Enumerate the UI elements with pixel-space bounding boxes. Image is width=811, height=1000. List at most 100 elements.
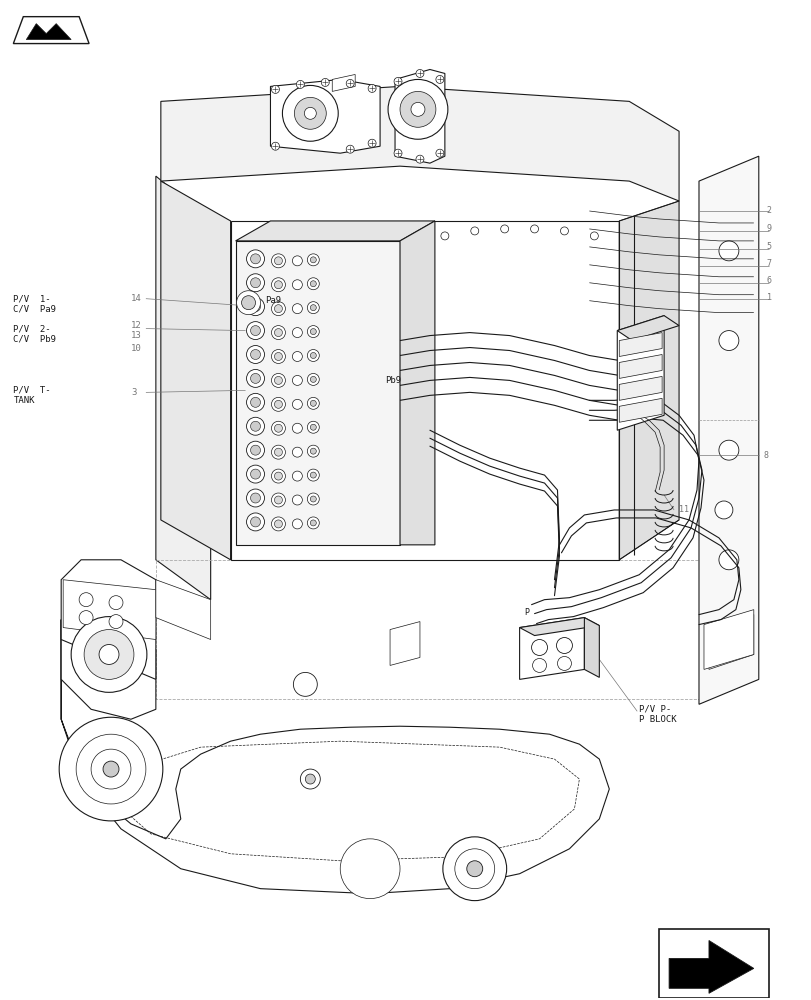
Polygon shape (619, 354, 661, 378)
Circle shape (292, 352, 302, 361)
Polygon shape (619, 376, 661, 400)
Circle shape (91, 749, 131, 789)
Circle shape (345, 79, 354, 87)
Circle shape (251, 350, 260, 359)
Polygon shape (619, 398, 661, 422)
Circle shape (247, 274, 264, 292)
Circle shape (307, 254, 319, 266)
Circle shape (470, 227, 478, 235)
Circle shape (99, 645, 119, 664)
Text: 1: 1 (766, 293, 770, 302)
Circle shape (310, 257, 316, 263)
Text: C/V  Pa9: C/V Pa9 (13, 304, 56, 313)
Circle shape (274, 520, 282, 528)
Polygon shape (400, 221, 435, 545)
Circle shape (109, 596, 122, 610)
Polygon shape (61, 620, 608, 894)
Text: 11: 11 (678, 505, 689, 514)
Circle shape (310, 305, 316, 311)
Circle shape (274, 329, 282, 337)
Circle shape (307, 493, 319, 505)
Circle shape (307, 469, 319, 481)
Text: P BLOCK: P BLOCK (638, 715, 676, 724)
Circle shape (294, 97, 326, 129)
Circle shape (271, 493, 285, 507)
Circle shape (305, 774, 315, 784)
Circle shape (590, 232, 598, 240)
Circle shape (241, 296, 255, 310)
Polygon shape (13, 17, 89, 44)
Polygon shape (61, 560, 156, 679)
Circle shape (59, 717, 163, 821)
Circle shape (292, 519, 302, 529)
Circle shape (271, 469, 285, 483)
Polygon shape (519, 618, 599, 636)
Circle shape (76, 734, 146, 804)
Circle shape (321, 78, 328, 86)
Circle shape (415, 69, 423, 77)
Circle shape (251, 469, 260, 479)
Circle shape (307, 302, 319, 314)
Circle shape (292, 447, 302, 457)
Circle shape (307, 421, 319, 433)
Text: 7: 7 (766, 259, 770, 268)
Circle shape (271, 350, 285, 363)
Circle shape (274, 400, 282, 408)
Circle shape (292, 375, 302, 385)
Polygon shape (668, 940, 753, 993)
Circle shape (251, 373, 260, 383)
Circle shape (531, 640, 547, 655)
Circle shape (247, 465, 264, 483)
Text: P: P (524, 608, 529, 617)
Circle shape (247, 393, 264, 411)
Circle shape (251, 397, 260, 407)
Circle shape (466, 861, 483, 877)
Circle shape (304, 107, 316, 119)
Text: 12: 12 (131, 321, 142, 330)
Polygon shape (235, 241, 400, 545)
Circle shape (251, 517, 260, 527)
Circle shape (557, 656, 571, 670)
Circle shape (251, 302, 260, 312)
Polygon shape (63, 580, 156, 640)
Circle shape (367, 139, 375, 147)
Text: Pb9: Pb9 (384, 376, 401, 385)
Circle shape (310, 448, 316, 454)
Circle shape (310, 424, 316, 430)
Circle shape (109, 615, 122, 629)
Polygon shape (26, 24, 71, 40)
Polygon shape (230, 221, 619, 560)
Circle shape (292, 471, 302, 481)
Text: P/V  1-: P/V 1- (13, 294, 51, 303)
Polygon shape (619, 201, 678, 560)
Circle shape (247, 250, 264, 268)
Polygon shape (61, 620, 156, 719)
Circle shape (271, 373, 285, 387)
Circle shape (442, 837, 506, 901)
Polygon shape (332, 74, 354, 91)
Circle shape (718, 440, 738, 460)
Circle shape (274, 281, 282, 289)
Polygon shape (584, 618, 599, 677)
Circle shape (71, 617, 147, 692)
Circle shape (300, 769, 320, 789)
Circle shape (292, 423, 302, 433)
Circle shape (274, 376, 282, 384)
Text: 10: 10 (131, 344, 142, 353)
Circle shape (307, 326, 319, 338)
Circle shape (274, 353, 282, 360)
Circle shape (251, 326, 260, 336)
Circle shape (296, 80, 304, 88)
Circle shape (310, 281, 316, 287)
Circle shape (251, 493, 260, 503)
Circle shape (84, 630, 134, 679)
Circle shape (714, 501, 732, 519)
Circle shape (556, 638, 572, 653)
Circle shape (292, 328, 302, 338)
Circle shape (436, 75, 444, 83)
Circle shape (274, 305, 282, 313)
Circle shape (251, 278, 260, 288)
Circle shape (251, 254, 260, 264)
Circle shape (292, 256, 302, 266)
Circle shape (367, 84, 375, 92)
